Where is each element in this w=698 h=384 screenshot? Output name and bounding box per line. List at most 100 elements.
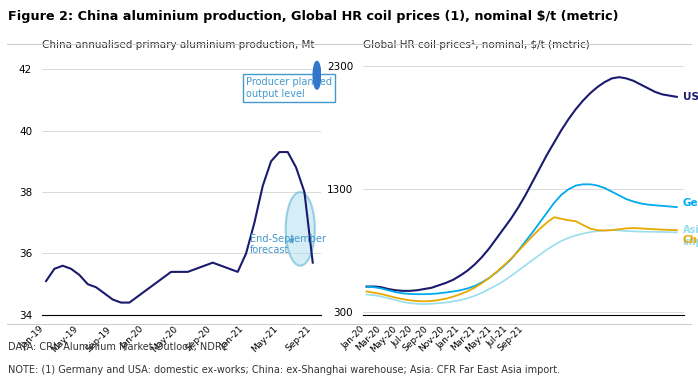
China: [557, 217, 565, 221]
USA: [514, 205, 522, 210]
Asia import: [370, 293, 378, 298]
Text: Asia
import: Asia import: [683, 225, 698, 247]
China: [449, 295, 457, 299]
Germany: [550, 200, 558, 205]
Germany: [521, 239, 530, 244]
Circle shape: [313, 61, 320, 89]
Asia import: [442, 300, 450, 305]
Asia import: [478, 290, 487, 295]
China: [485, 276, 493, 280]
China: [572, 219, 580, 223]
Germany: [528, 230, 537, 235]
China: [420, 299, 429, 304]
China: [579, 223, 587, 227]
USA: [535, 166, 544, 170]
Germany: [600, 186, 609, 190]
Asia import: [593, 229, 602, 233]
USA: [413, 288, 422, 293]
Asia import: [463, 296, 472, 301]
Germany: [608, 189, 616, 194]
China: [521, 242, 530, 246]
Germany: [557, 192, 565, 197]
China: [658, 227, 667, 232]
China: [470, 285, 479, 290]
USA: [528, 180, 537, 184]
USA: [442, 281, 450, 285]
Germany: [665, 204, 674, 209]
Text: Figure 2: China aluminium production, Global HR coil prices (1), nominal $/t (me: Figure 2: China aluminium production, Gl…: [8, 10, 619, 23]
Asia import: [377, 294, 385, 299]
China: [535, 227, 544, 231]
Asia import: [427, 301, 436, 306]
Germany: [615, 193, 623, 198]
Asia import: [485, 287, 493, 291]
USA: [593, 85, 602, 89]
Germany: [565, 187, 573, 192]
Germany: [535, 220, 544, 225]
Germany: [630, 199, 638, 204]
USA: [521, 193, 530, 198]
China: [435, 298, 443, 303]
China: [406, 298, 414, 303]
Asia import: [572, 233, 580, 238]
Germany: [442, 290, 450, 295]
Germany: [399, 291, 407, 296]
China: [615, 227, 623, 232]
China: [593, 228, 602, 232]
Germany: [362, 284, 371, 289]
China: [673, 228, 681, 232]
Asia import: [528, 258, 537, 262]
China: [492, 270, 500, 274]
Asia import: [362, 292, 371, 297]
Line: China: China: [366, 217, 677, 301]
Asia import: [470, 293, 479, 298]
Asia import: [535, 252, 544, 257]
Asia import: [514, 268, 522, 273]
USA: [485, 246, 493, 251]
China: [651, 227, 660, 232]
China: [608, 228, 616, 232]
USA: [470, 262, 479, 266]
Germany: [406, 291, 414, 296]
China: [456, 292, 465, 296]
Germany: [384, 288, 392, 293]
USA: [406, 288, 414, 293]
Germany: [463, 286, 472, 291]
Germany: [593, 183, 602, 188]
USA: [370, 284, 378, 289]
Germany: [413, 292, 422, 296]
Germany: [637, 201, 645, 206]
Text: Germany: Germany: [683, 199, 698, 209]
Asia import: [435, 301, 443, 306]
China: [377, 291, 385, 296]
Germany: [543, 210, 551, 215]
Asia import: [615, 228, 623, 233]
China: [478, 281, 487, 285]
Germany: [435, 291, 443, 296]
USA: [550, 140, 558, 145]
USA: [586, 91, 595, 96]
USA: [449, 278, 457, 282]
USA: [630, 79, 638, 83]
Asia import: [543, 247, 551, 252]
Germany: [507, 257, 515, 262]
China: [565, 218, 573, 223]
Asia import: [550, 243, 558, 247]
Text: China annualised primary aluminium production, Mt: China annualised primary aluminium produ…: [42, 40, 314, 50]
USA: [392, 288, 400, 293]
Germany: [586, 182, 595, 187]
Germany: [377, 286, 385, 291]
Asia import: [500, 279, 508, 283]
China: [399, 297, 407, 301]
Germany: [427, 291, 436, 296]
USA: [500, 226, 508, 231]
Germany: [644, 202, 652, 207]
China: [630, 226, 638, 230]
Asia import: [507, 274, 515, 278]
Germany: [449, 289, 457, 294]
China: [500, 263, 508, 268]
China: [413, 299, 422, 303]
Text: End-September
forecast: End-September forecast: [251, 234, 326, 255]
USA: [427, 285, 436, 290]
China: [463, 289, 472, 293]
